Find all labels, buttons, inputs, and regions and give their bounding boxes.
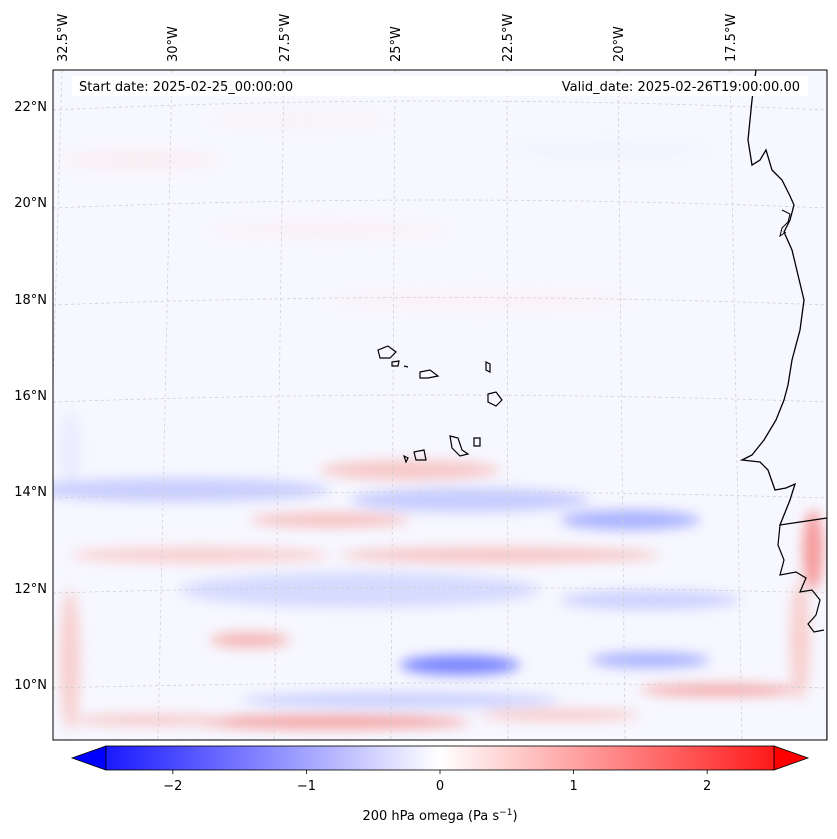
lon-label: 27.5°W [278,14,293,62]
lat-label: 10°N [14,678,47,693]
map-panel: Start date: 2025-02-25_00:00:00 Valid_da… [52,69,828,741]
africa-coastline [739,70,827,740]
colorbar: −2 −1 0 1 2 200 hPa omega (Pa s−1) [70,745,810,824]
map-background [53,70,827,740]
omega-field [53,70,827,740]
colorbar-tick-label: 1 [569,779,577,794]
header-background [72,76,808,96]
longitude-labels: 32.5°W 30°W 27.5°W 25°W 22.5°W 20°W 17.5… [56,14,739,62]
colorbar-tick-label: −1 [297,779,316,794]
colorbar-ticks: −2 −1 0 1 2 [163,770,711,794]
lat-label: 12°N [14,582,47,597]
colorbar-max-extend [773,745,810,771]
latitude-labels: 22°N 20°N 18°N 16°N 14°N 12°N 10°N [14,100,47,693]
lat-label: 18°N [14,293,47,308]
coast-detail [777,524,825,633]
cape-verde-islands [377,345,503,464]
lat-label: 16°N [14,389,47,404]
lon-label: 30°W [166,26,181,62]
colorbar-min-extend [70,745,107,771]
colorbar-gradient [105,745,775,771]
lon-label: 25°W [389,26,404,62]
lat-label: 22°N [14,100,47,115]
colorbar-label: 200 hPa omega (Pa s−1) [362,808,517,824]
lon-label: 32.5°W [56,14,71,62]
valid-date-label: Valid_date: 2025-02-26T19:00:00.00 [562,80,800,95]
lon-label: 20°W [612,26,627,62]
lat-label: 14°N [14,485,47,500]
lat-label: 20°N [14,196,47,211]
gridlines [53,70,827,740]
start-date-label: Start date: 2025-02-25_00:00:00 [79,80,293,95]
colorbar-tick-label: 2 [703,779,711,794]
map-frame [52,69,828,741]
colorbar-tick-label: −2 [163,779,182,794]
colorbar-tick-label: 0 [436,779,444,794]
lon-label: 17.5°W [724,14,739,62]
lon-label: 22.5°W [501,14,516,62]
